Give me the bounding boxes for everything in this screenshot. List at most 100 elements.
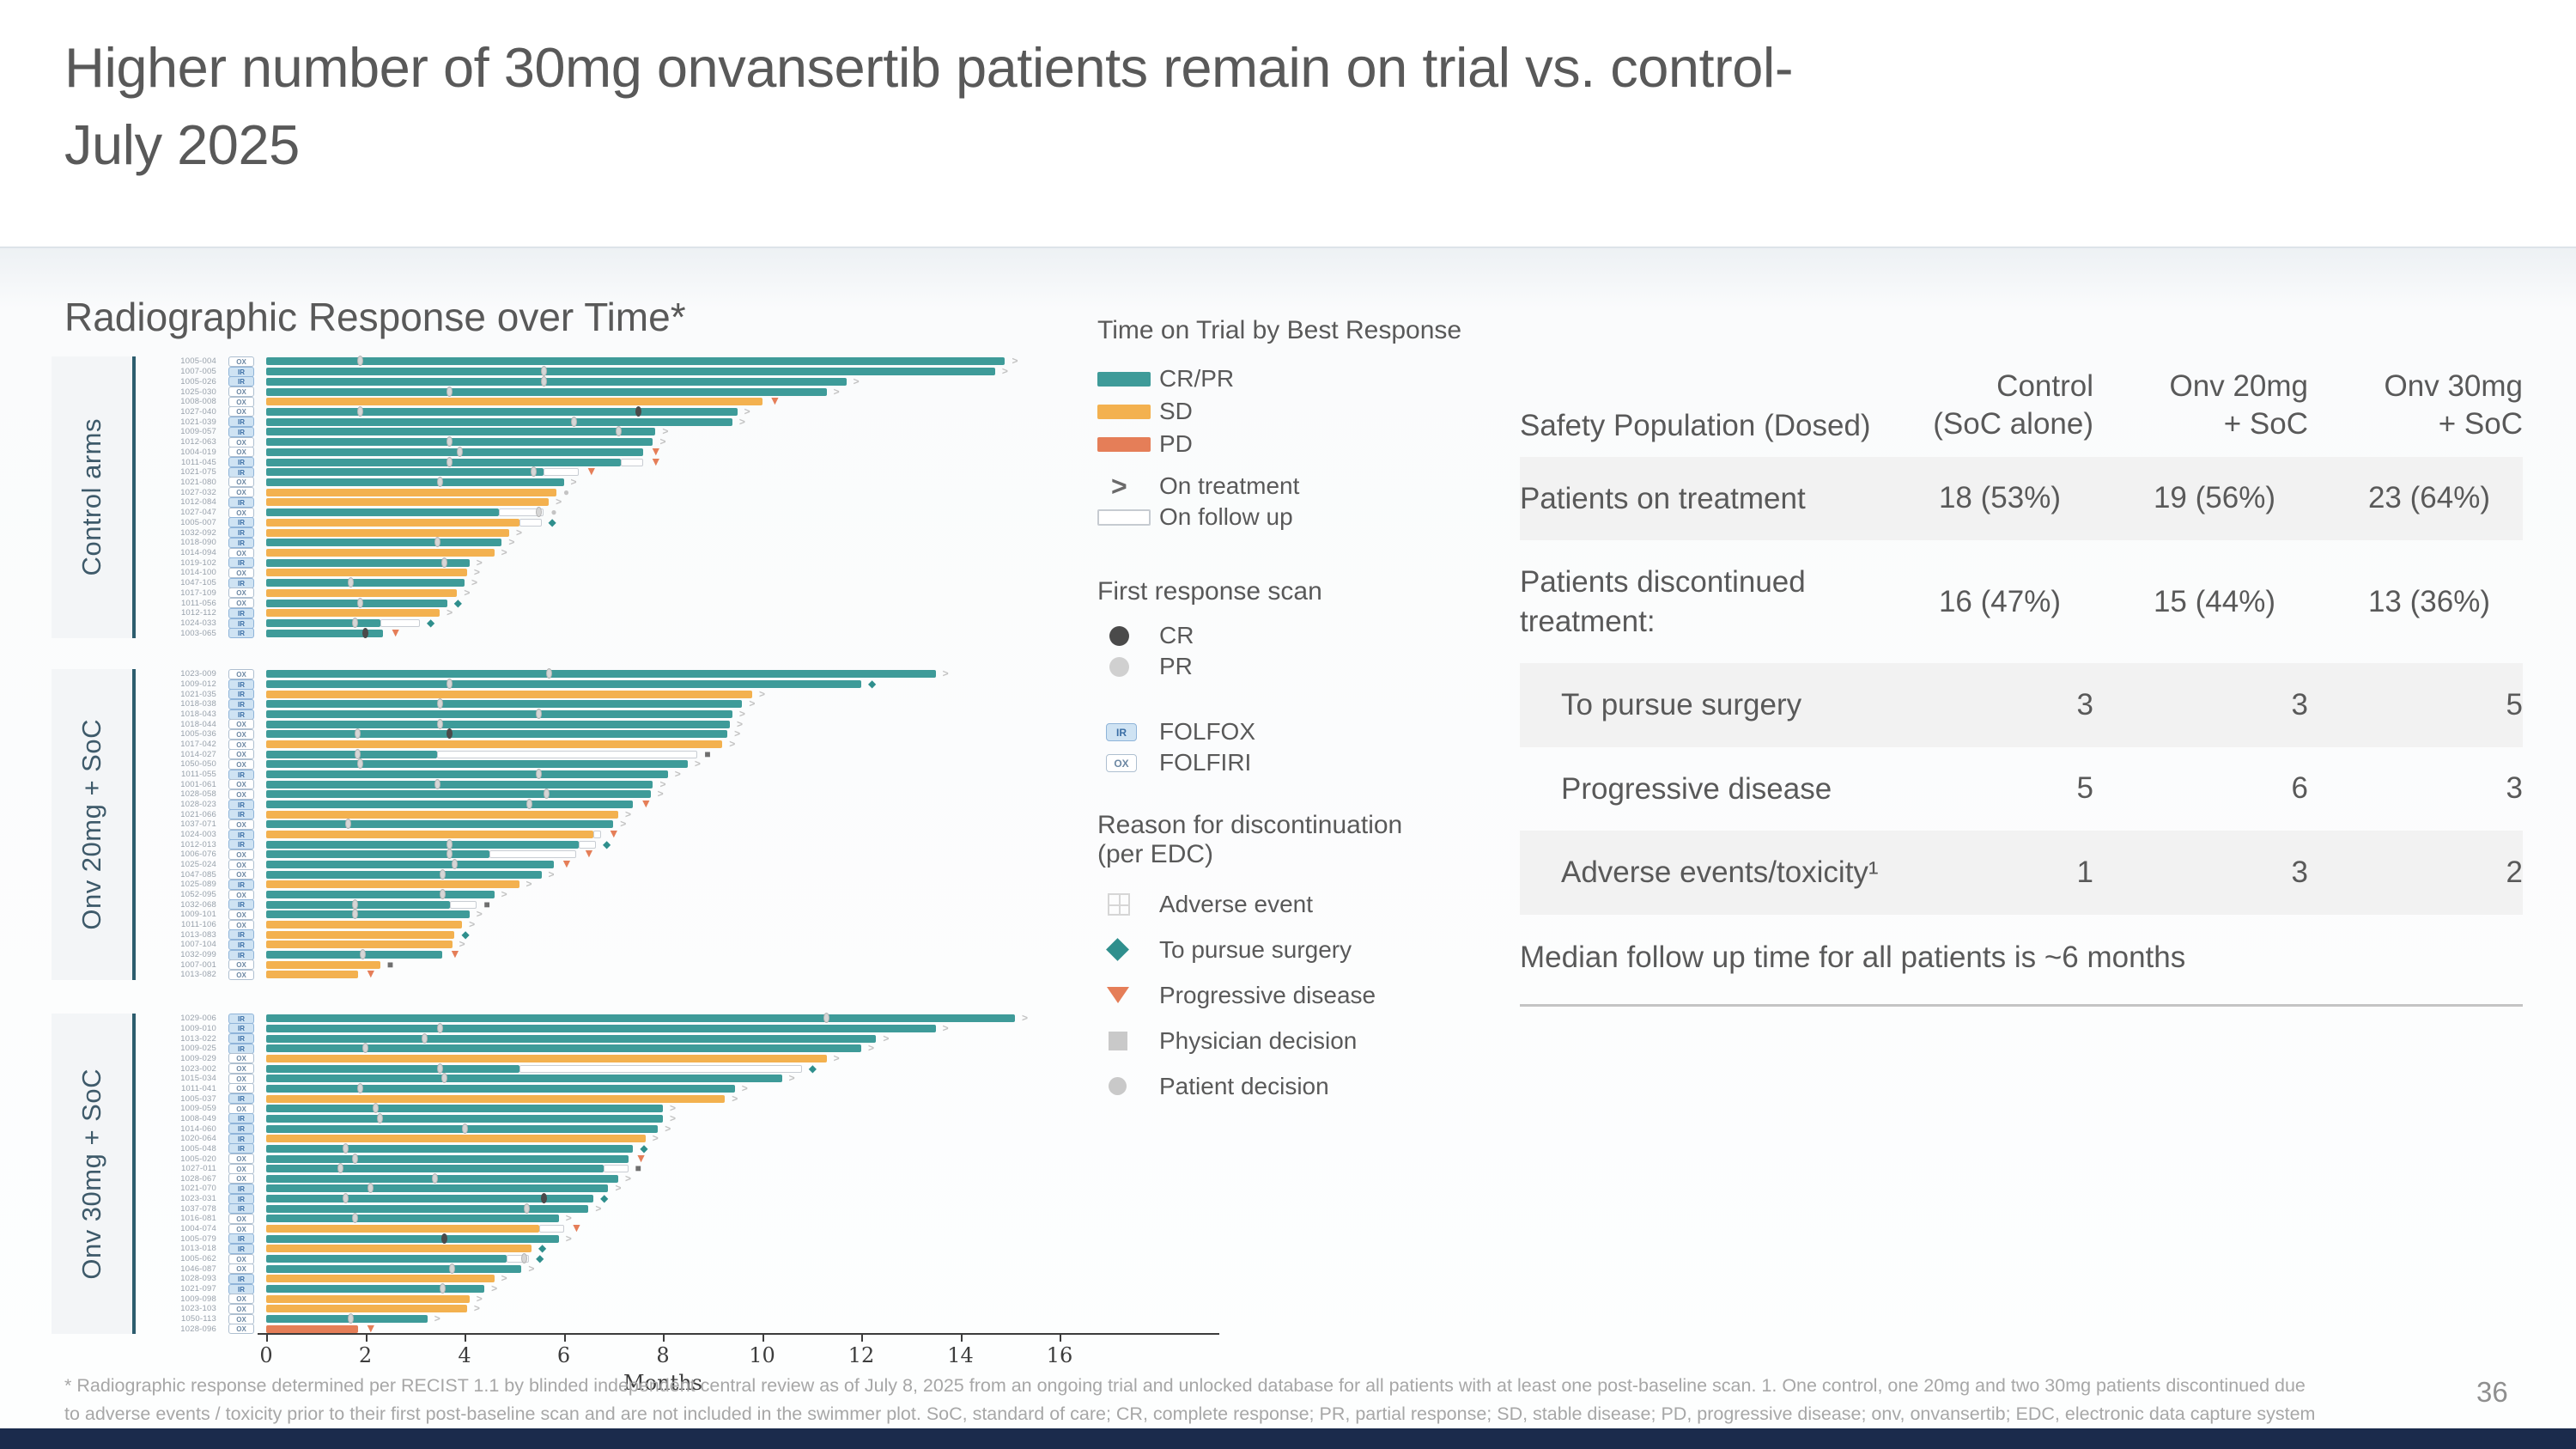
group-rows: 1029-006 IR >1009-010 IR >1013-022 IR >1009-02… — [137, 1013, 1279, 1335]
swimmer-row: 1005-062 OX ◆ — [137, 1253, 1279, 1264]
table-cell-value: 23 (64%) — [2367, 481, 2490, 515]
swimmer-lane: > — [266, 868, 1279, 880]
swimmer-row: 1021-066 IR > — [137, 809, 1279, 820]
chemo-badge-icon: IR — [228, 366, 254, 377]
legend-item-patient-decision: Patient decision — [1097, 1063, 1484, 1109]
swimmer-row: 1011-056 OX ◆ — [137, 597, 1279, 609]
patient-id: 1017-109 — [180, 588, 216, 598]
end-marker-arrow: > — [528, 1262, 535, 1275]
legend-label: FOLFIRI — [1159, 749, 1252, 776]
table-header-onv20: Onv 20mg + SoC — [2169, 369, 2308, 441]
chemo-badge-icon: IR — [228, 899, 254, 910]
x-axis-tick — [762, 1335, 764, 1342]
patient-id: 1012-112 — [180, 608, 216, 618]
x-axis-tick-label: 2 — [358, 1343, 373, 1367]
end-marker-pd: ▼ — [635, 1150, 647, 1165]
swimmer-row: 1005-026 IR > — [137, 375, 1279, 387]
swimmer-row: 1046-087 OX > — [137, 1262, 1279, 1275]
first-scan-pr-marker — [372, 1103, 379, 1114]
patient-id: 1046-087 — [180, 1263, 216, 1274]
swimmer-row: 1047-085 OX > — [137, 868, 1279, 880]
patient-id: 1013-082 — [180, 970, 216, 980]
swimmer-lane: > — [266, 698, 1279, 709]
chemo-badge-icon: OX — [228, 1294, 254, 1305]
physician-decision-square-icon — [1109, 1031, 1127, 1050]
swimmer-lane: > — [266, 416, 1279, 427]
first-scan-pr-marker — [360, 949, 367, 960]
bar-segment-fu — [380, 619, 420, 628]
swimmer-row: 1012-013 IR ◆ — [137, 838, 1279, 850]
bar-segment-crpr — [266, 1255, 507, 1263]
chemo-badge-icon: IR — [228, 1123, 254, 1135]
swimmer-lane: ■ — [266, 748, 1279, 759]
x-axis-tick-label: 8 — [656, 1343, 670, 1367]
patient-id: 1032-099 — [180, 950, 216, 960]
patient-id: 1004-019 — [180, 447, 216, 457]
chemo-badge-icon: IR — [228, 829, 254, 840]
patient-id: 1006-076 — [180, 849, 216, 860]
patient-id: 1018-038 — [180, 699, 216, 709]
swimmer-row: 1018-044 OX > — [137, 717, 1279, 730]
swimmer-lane: > — [266, 1093, 1279, 1104]
table-cell-value: 19 (56%) — [2153, 481, 2275, 515]
swimmer-lane: > — [266, 1022, 1279, 1033]
table-cell-value: 5 — [2506, 687, 2523, 721]
x-axis-tick — [960, 1335, 963, 1342]
bar-segment-crpr — [266, 1105, 663, 1113]
bar-segment-sd — [266, 960, 380, 969]
end-marker-arrow: > — [736, 717, 743, 730]
bar-segment-fu — [593, 831, 601, 839]
swimmer-lane: > — [266, 788, 1279, 800]
first-scan-pr-marker — [439, 1283, 446, 1294]
swimmer-lane: > — [266, 1123, 1279, 1134]
legend-item-on-follow-up: On follow up — [1097, 502, 1484, 533]
first-scan-pr-marker — [357, 405, 364, 417]
chemo-badge-icon: OX — [228, 849, 254, 860]
end-marker-arrow: > — [526, 878, 532, 891]
patient-id: 1011-055 — [180, 770, 216, 780]
bar-segment-crpr — [266, 458, 621, 466]
end-marker-arrow: > — [570, 475, 577, 488]
chemo-badge-icon: IR — [228, 376, 254, 387]
swimmer-lane: > — [266, 1073, 1279, 1084]
bar-segment-fu — [620, 458, 643, 466]
first-scan-pr-marker — [347, 577, 354, 588]
chemo-badge-icon: OX — [228, 1263, 254, 1275]
x-axis-tick-label: 14 — [947, 1343, 974, 1367]
swimmer-row: 1015-034 OX > — [137, 1073, 1279, 1084]
legend-item-physician-decision: Physician decision — [1097, 1018, 1484, 1063]
first-scan-pr-marker — [352, 898, 359, 910]
x-axis-line — [258, 1333, 1219, 1335]
chemo-badge-icon: IR — [228, 1013, 254, 1024]
legend-item-to-pursue-surgery: To pursue surgery — [1097, 927, 1484, 972]
table-cell-value: 2 — [2506, 855, 2523, 889]
legend-item-progressive-disease: Progressive disease — [1097, 972, 1484, 1018]
first-scan-cr-marker — [635, 405, 641, 417]
end-marker-arrow: > — [473, 566, 480, 579]
bar-segment-crpr — [266, 579, 465, 588]
group-label-onv30: Onv 30mg + SoC — [52, 1014, 136, 1335]
bar-segment-sd — [266, 831, 594, 839]
swimmer-lane: ▼ — [266, 465, 1279, 478]
swimmer-row: 1005-036 OX > — [137, 728, 1279, 740]
chemo-badge-icon: IR — [228, 929, 254, 941]
pd-swatch-icon — [1097, 436, 1151, 452]
table-cell-value: 3 — [2291, 855, 2308, 889]
swimmer-row: 1018-090 IR > — [137, 537, 1279, 548]
end-marker-patient: ● — [562, 485, 570, 498]
pr-dot-icon — [1109, 656, 1129, 677]
chemo-badge-icon: IR — [228, 417, 254, 428]
legend-label: SD — [1159, 398, 1193, 424]
chemo-badge-icon: OX — [228, 598, 254, 609]
end-marker-pd: ▼ — [364, 1320, 377, 1335]
x-axis-tick-label: 16 — [1046, 1343, 1073, 1367]
bar-segment-crpr — [266, 951, 442, 959]
end-marker-arrow: > — [620, 818, 627, 831]
chemo-badge-icon: OX — [228, 970, 254, 980]
end-marker-arrow: > — [447, 606, 453, 619]
first-scan-cr-marker — [447, 728, 453, 740]
chemo-badge-icon: OX — [228, 1223, 254, 1234]
first-scan-pr-marker — [347, 1313, 354, 1324]
chemo-badge-icon: OX — [228, 387, 254, 398]
swimmer-lane: > — [266, 588, 1279, 598]
